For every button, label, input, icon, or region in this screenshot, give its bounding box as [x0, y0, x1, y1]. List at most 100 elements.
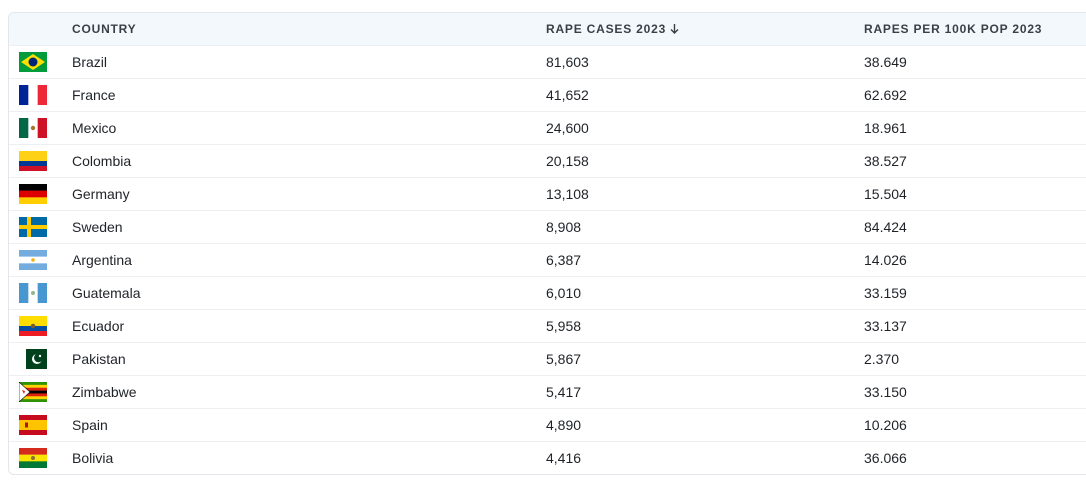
rate-per-100k: 10.206 — [864, 417, 907, 433]
rate-per-100k: 33.137 — [864, 318, 907, 334]
flag-part — [19, 225, 47, 229]
flag-part — [19, 387, 47, 391]
table-row: Argentina 6,387 14.026 — [9, 243, 1086, 276]
flag-part — [37, 118, 47, 138]
country-name: Zimbabwe — [72, 384, 137, 400]
flag-part — [19, 393, 47, 397]
flag-part — [19, 263, 47, 270]
flag-part — [19, 316, 47, 326]
country-name: Colombia — [72, 153, 132, 169]
flag-part — [31, 291, 35, 295]
country-name: Bolivia — [72, 450, 114, 466]
flag — [19, 118, 47, 138]
header-row: COUNTRY RAPE CASES 2023 RAPES PER 100K P… — [9, 13, 1086, 45]
flag-part — [31, 456, 35, 460]
rate-per-100k: 18.961 — [864, 120, 907, 136]
rape-cases: 4,890 — [546, 417, 582, 433]
table-row: Zimbabwe 5,417 33.150 — [9, 375, 1086, 408]
rate-per-100k: 62.692 — [864, 87, 907, 103]
flag — [19, 151, 47, 171]
rape-cases: 5,417 — [546, 384, 582, 400]
flag-part — [19, 85, 29, 105]
table-row: Mexico 24,600 18.961 — [9, 111, 1086, 144]
rate-per-100k: 2.370 — [864, 351, 900, 367]
flag-part — [30, 323, 36, 329]
table-row: Brazil 81,603 38.649 — [9, 45, 1086, 78]
table-row: Colombia 20,158 38.527 — [9, 144, 1086, 177]
flag-part — [19, 166, 47, 171]
rape-cases: 8,908 — [546, 219, 582, 235]
flag-part — [19, 382, 47, 386]
table-row: Ecuador 5,958 33.137 — [9, 309, 1086, 342]
flag-part — [19, 161, 47, 166]
rape-cases: 6,010 — [546, 285, 582, 301]
flag-part — [19, 190, 47, 198]
table: COUNTRY RAPE CASES 2023 RAPES PER 100K P… — [8, 12, 1086, 475]
sort-arrow — [670, 24, 679, 34]
flag-part — [19, 448, 47, 455]
flag-part — [19, 326, 47, 331]
rate-per-100k: 33.150 — [864, 384, 907, 400]
flag-part — [28, 57, 38, 67]
country-name: Guatemala — [72, 285, 141, 301]
rate-per-100k: 84.424 — [864, 219, 907, 235]
column-header[interactable]: RAPE CASES 2023 — [546, 13, 679, 45]
flag-part — [19, 390, 47, 394]
flag-part — [19, 396, 47, 400]
flag-part — [34, 353, 43, 363]
flag-part — [38, 354, 42, 358]
flag-part — [37, 85, 47, 105]
table-row: Sweden 8,908 84.424 — [9, 210, 1086, 243]
flag — [19, 184, 47, 204]
country-name: Spain — [72, 417, 108, 433]
country-name: France — [72, 87, 116, 103]
flag-part — [19, 420, 47, 430]
rate-per-100k: 33.159 — [864, 285, 907, 301]
flag-part — [37, 283, 47, 303]
flag-part — [19, 184, 47, 191]
flag-part — [19, 197, 47, 204]
flag-part — [19, 399, 47, 402]
flag — [19, 448, 47, 468]
country-name: Pakistan — [72, 351, 126, 367]
country-name: Brazil — [72, 54, 108, 70]
rape-cases: 5,867 — [546, 351, 582, 367]
column-header[interactable]: RAPES PER 100K POP 2023 — [864, 22, 1043, 36]
flag — [19, 283, 47, 303]
rate-per-100k: 38.649 — [864, 54, 907, 70]
flag — [19, 250, 47, 270]
flag — [19, 415, 47, 435]
column-header-text: RAPE CASES 2023 — [546, 22, 667, 36]
flag-part — [19, 349, 26, 369]
sort-arrow-path — [670, 24, 679, 34]
table-row: Pakistan 5,867 2.370 — [9, 342, 1086, 375]
rate-per-100k: 15.504 — [864, 186, 907, 202]
flag-part — [19, 461, 47, 468]
country-name: Mexico — [72, 120, 117, 136]
rape-cases: 81,603 — [546, 54, 589, 70]
flag — [19, 382, 47, 402]
rape-cases: 20,158 — [546, 153, 589, 169]
rate-per-100k: 14.026 — [864, 252, 907, 268]
country-name: Germany — [72, 186, 130, 202]
rape-cases: 5,958 — [546, 318, 582, 334]
table-row: Germany 13,108 15.504 — [9, 177, 1086, 210]
flag-part — [31, 258, 35, 262]
table-row: Bolivia 4,416 36.066 — [9, 441, 1086, 474]
rape-cases: 6,387 — [546, 252, 582, 268]
flag — [19, 316, 47, 336]
flag-part — [19, 283, 29, 303]
country-name: Sweden — [72, 219, 123, 235]
rape-cases: 41,652 — [546, 87, 589, 103]
rape-cases: 24,600 — [546, 120, 589, 136]
table-row: Spain 4,890 10.206 — [9, 408, 1086, 441]
flag-part — [19, 331, 47, 336]
country-name: Ecuador — [72, 318, 125, 334]
column-header[interactable]: COUNTRY — [72, 22, 137, 36]
flag-part — [30, 125, 36, 131]
rape-cases: 13,108 — [546, 186, 589, 202]
rape-cases: 4,416 — [546, 450, 582, 466]
flag — [19, 349, 47, 369]
rate-per-100k: 38.527 — [864, 153, 907, 169]
